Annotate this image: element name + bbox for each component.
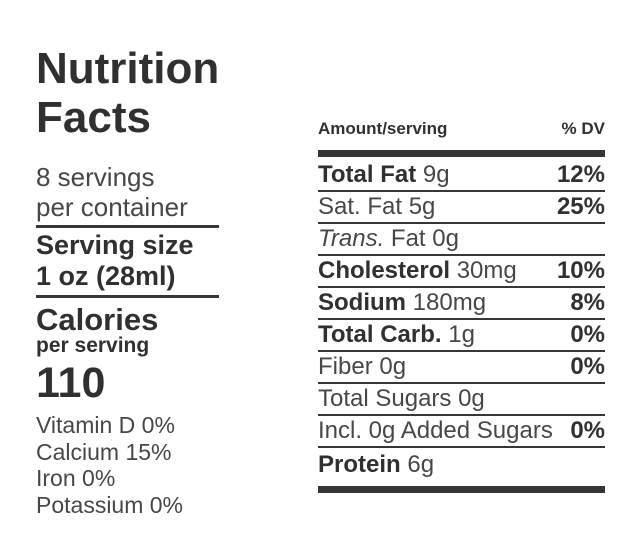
calories-sublabel: per serving bbox=[36, 334, 150, 357]
nutrient-regular-text: 1g bbox=[441, 321, 475, 348]
daily-value-percent: 0% bbox=[570, 321, 605, 348]
divider-line bbox=[36, 225, 219, 228]
micronutrient-vitamin-d: Vitamin D 0% bbox=[36, 412, 175, 438]
nutrient-name: Sat. Fat 5g bbox=[318, 194, 435, 220]
table-row-protein: Protein 6g bbox=[318, 448, 605, 486]
nutrient-name: Total Carb. 1g bbox=[318, 322, 475, 348]
nutrient-name: Fiber 0g bbox=[318, 354, 406, 380]
nutrient-regular-text: Fiber 0g bbox=[318, 353, 407, 380]
nutrient-regular-text: Incl. 0g Added Sugars bbox=[318, 417, 553, 444]
nutrient-name: Total Fat 9g bbox=[318, 162, 450, 188]
table-row-sodium: Sodium 180mg 8% bbox=[318, 288, 605, 320]
divider-line bbox=[36, 295, 219, 298]
servings-line2: per container bbox=[36, 192, 188, 222]
table-row-sat-fat: Sat. Fat 5g 25% bbox=[318, 192, 605, 224]
nutrient-regular-text: 180mg bbox=[406, 289, 487, 316]
nutrient-regular-text: Fat 0g bbox=[384, 225, 459, 252]
table-row-total-sugars: Total Sugars 0g bbox=[318, 384, 605, 416]
nutrient-table: Amount/serving % DV Total Fat 9g 12% Sat… bbox=[318, 119, 605, 493]
table-row-total-fat: Total Fat 9g 12% bbox=[318, 157, 605, 192]
serving-size-value: 1 oz (28ml) bbox=[36, 261, 176, 291]
thick-bar-top bbox=[318, 150, 605, 157]
calories-value: 110 bbox=[36, 359, 106, 407]
header-percent-dv: % DV bbox=[561, 119, 605, 138]
nutrient-bold-text: Total Carb. bbox=[318, 321, 442, 348]
daily-value-percent: 0% bbox=[570, 353, 605, 380]
micronutrient-calcium: Calcium 15% bbox=[36, 438, 172, 465]
table-row-cholesterol: Cholesterol 30mg 10% bbox=[318, 256, 605, 288]
nutrient-bold-text: Total Fat bbox=[318, 161, 417, 188]
daily-value-percent: 8% bbox=[570, 289, 605, 316]
nutrient-italic-text: Trans. bbox=[318, 225, 385, 252]
servings-per-container: 8 servings per container bbox=[36, 162, 281, 222]
daily-value-percent: 25% bbox=[556, 193, 605, 220]
micronutrient-potassium: Potassium 0% bbox=[36, 491, 184, 518]
label-title: Nutrition Facts bbox=[36, 44, 281, 142]
nutrient-bold-text: Sodium bbox=[318, 289, 406, 316]
label-title-line2: Facts bbox=[36, 93, 151, 142]
table-row-total-carb: Total Carb. 1g 0% bbox=[318, 320, 605, 352]
table-row-added-sugars: Incl. 0g Added Sugars 0% bbox=[318, 416, 605, 448]
calories-label: Calories bbox=[36, 302, 159, 337]
nutrient-regular-text: 6g bbox=[400, 451, 435, 478]
daily-value-percent: 0% bbox=[570, 417, 605, 444]
nutrient-name: Incl. 0g Added Sugars bbox=[318, 418, 553, 444]
serving-size-label: Serving size bbox=[36, 230, 194, 260]
nutrient-bold-text: Cholesterol bbox=[318, 257, 451, 284]
label-title-line1: Nutrition bbox=[36, 44, 220, 93]
table-row-trans-fat: Trans. Fat 0g bbox=[318, 224, 605, 256]
nutrient-bold-text: Protein bbox=[318, 451, 401, 478]
table-row-fiber: Fiber 0g 0% bbox=[318, 352, 605, 384]
nutrient-name: Protein 6g bbox=[318, 452, 434, 478]
nutrient-name: Cholesterol 30mg bbox=[318, 258, 517, 284]
table-header: Amount/serving % DV bbox=[318, 119, 605, 150]
nutrient-name: Total Sugars 0g bbox=[318, 386, 485, 412]
micronutrient-iron: Iron 0% bbox=[36, 465, 116, 491]
nutrient-name: Trans. Fat 0g bbox=[318, 226, 459, 252]
servings-line1: 8 servings bbox=[36, 162, 155, 192]
daily-value-percent: 12% bbox=[556, 161, 605, 188]
daily-value-percent: 10% bbox=[556, 257, 605, 284]
nutrient-regular-text: Sat. Fat 5g bbox=[318, 193, 436, 220]
header-amount-per-serving: Amount/serving bbox=[318, 119, 448, 138]
nutrient-regular-text: Total Sugars 0g bbox=[318, 385, 485, 412]
serving-size: Serving size 1 oz (28ml) bbox=[36, 230, 281, 292]
thick-bar-bottom bbox=[318, 486, 605, 493]
left-column: Nutrition Facts 8 servings per container… bbox=[36, 44, 281, 518]
nutrient-name: Sodium 180mg bbox=[318, 290, 486, 316]
nutrient-regular-text: 9g bbox=[416, 161, 450, 188]
nutrient-regular-text: 30mg bbox=[450, 257, 517, 284]
micronutrient-list: Vitamin D 0% Calcium 15% Iron 0% Potassi… bbox=[36, 412, 281, 518]
